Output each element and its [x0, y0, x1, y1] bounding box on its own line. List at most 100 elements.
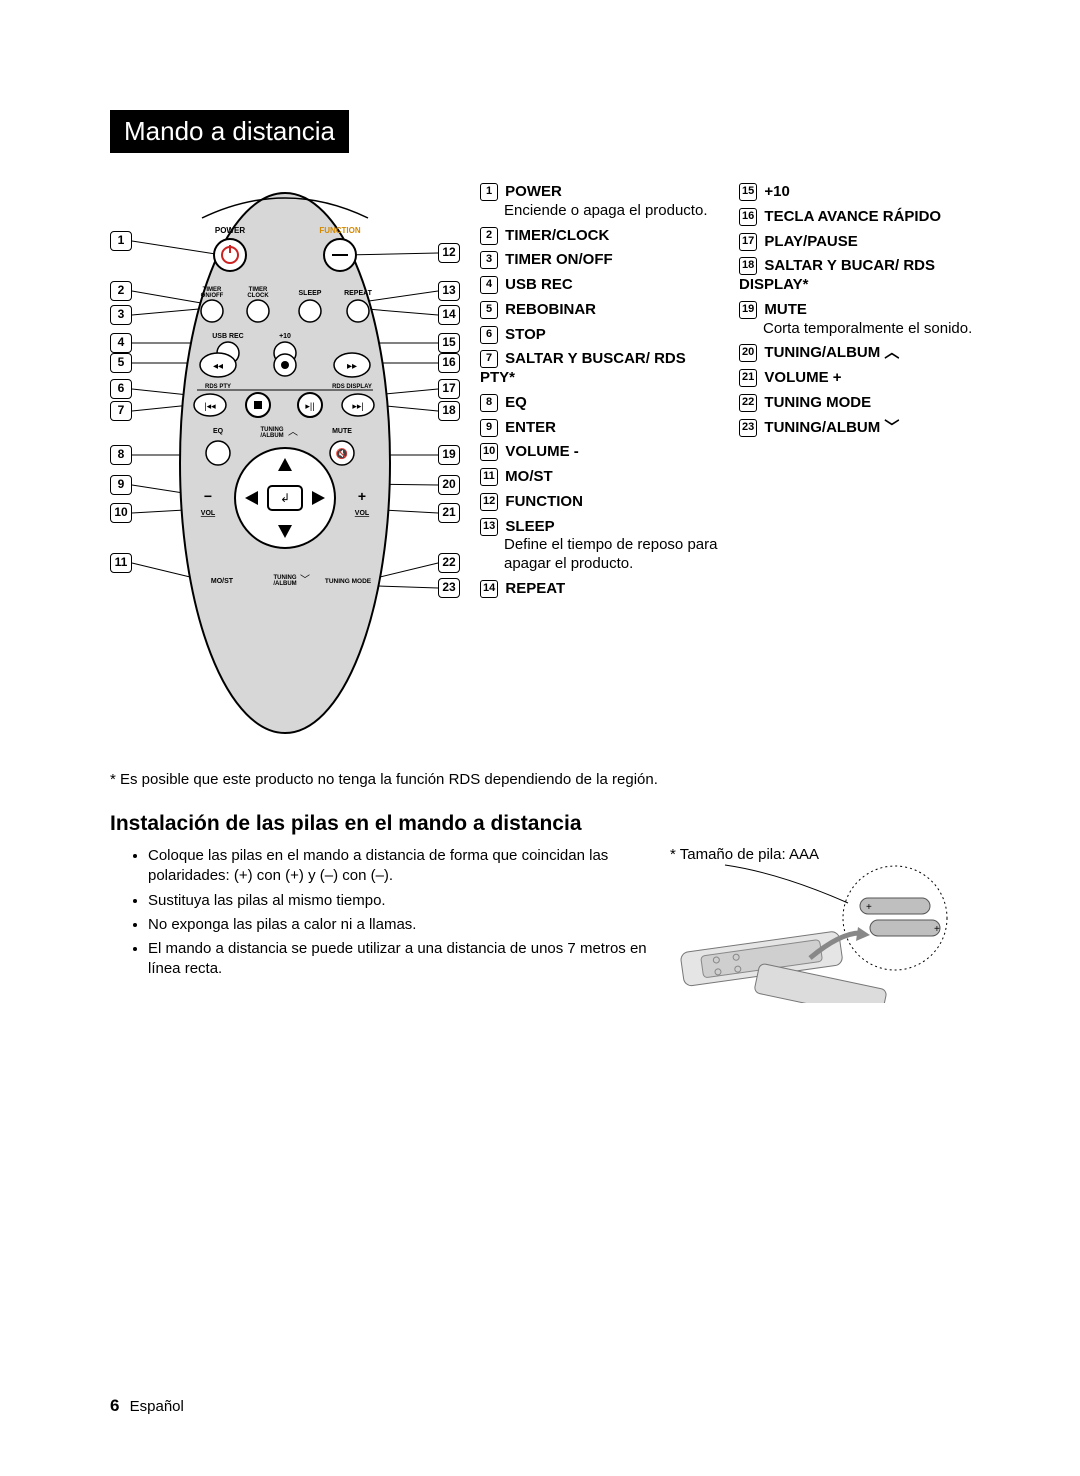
- legend-num: 18: [739, 257, 757, 275]
- legend-num: 1: [480, 183, 498, 201]
- callout-1: 1: [110, 231, 132, 251]
- legend-num: 7: [480, 350, 498, 368]
- legend-num: 11: [480, 468, 498, 486]
- svg-text:CLOCK: CLOCK: [247, 293, 269, 299]
- callout-2: 2: [110, 281, 132, 301]
- legend-num: 5: [480, 301, 498, 319]
- callout-5: 5: [110, 353, 132, 373]
- callout-17: 17: [438, 379, 460, 399]
- legend-item-20: 20 TUNING/ALBUM ︿: [739, 344, 980, 363]
- callout-20: 20: [438, 475, 460, 495]
- legend-item-22: 22 TUNING MODE: [739, 394, 980, 413]
- legend-label: SALTAR Y BUSCAR/ RDS PTY*: [480, 350, 686, 386]
- battery-block: * Tamaño de pila: AAA + +: [670, 846, 980, 1008]
- legend-num: 12: [480, 493, 498, 511]
- legend-num: 9: [480, 419, 498, 437]
- callout-3: 3: [110, 305, 132, 325]
- install-bullet-4: El mando a distancia se puede utilizar a…: [148, 939, 655, 980]
- legend-desc: Corta temporalmente el sonido.: [763, 320, 980, 339]
- legend-num: 13: [480, 518, 498, 536]
- legend-label: EQ: [501, 394, 527, 411]
- legend-desc: Enciende o apaga el producto.: [504, 202, 721, 221]
- legend-col-2: 15 +10 16 TECLA AVANCE RÁPIDO 17 PLAY/PAUS…: [739, 183, 980, 605]
- legend-label: PLAY/PAUSE: [760, 233, 858, 250]
- legend-label: TUNING/ALBUM ︿: [760, 344, 899, 361]
- legend-num: 4: [480, 276, 498, 294]
- legend-item-11: 11 MO/ST: [480, 468, 721, 487]
- legend-label: REPEAT: [501, 580, 565, 597]
- callout-22: 22: [438, 553, 460, 573]
- callout-13: 13: [438, 281, 460, 301]
- page-number: 6: [110, 1396, 119, 1415]
- legend-item-1: 1 POWER Enciende o apaga el producto.: [480, 183, 721, 221]
- callout-14: 14: [438, 305, 460, 325]
- legend-item-8: 8 EQ: [480, 394, 721, 413]
- legend-item-3: 3 TIMER ON/OFF: [480, 251, 721, 270]
- legend-item-21: 21 VOLUME +: [739, 369, 980, 388]
- svg-text:USB REC: USB REC: [212, 333, 244, 340]
- svg-text:|◂◂: |◂◂: [204, 401, 216, 411]
- legend-label: MUTE: [760, 301, 807, 318]
- svg-text:+10: +10: [279, 333, 291, 340]
- callout-15: 15: [438, 333, 460, 353]
- legend-label: TIMER ON/OFF: [501, 251, 613, 268]
- legend-item-19: 19 MUTECorta temporalmente el sonido.: [739, 301, 980, 339]
- install-heading: Instalación de las pilas en el mando a d…: [110, 812, 980, 836]
- callout-4: 4: [110, 333, 132, 353]
- legend-num: 21: [739, 369, 757, 387]
- battery-figure: + +: [670, 863, 980, 1008]
- callout-6: 6: [110, 379, 132, 399]
- install-row: Coloque las pilas en el mando a distanci…: [110, 846, 980, 1008]
- svg-text:/ALBUM: /ALBUM: [273, 581, 296, 587]
- legend-item-9: 9 ENTER: [480, 419, 721, 438]
- legend-label: VOLUME -: [501, 443, 579, 460]
- legend-label: POWER: [501, 183, 562, 200]
- svg-text:REPEAT: REPEAT: [344, 290, 373, 297]
- install-text: Coloque las pilas en el mando a distanci…: [110, 846, 655, 1008]
- svg-text:/ALBUM: /ALBUM: [260, 433, 283, 439]
- svg-text:RDS DISPLAY: RDS DISPLAY: [332, 384, 372, 390]
- legend-num: 20: [739, 344, 757, 362]
- legend-item-16: 16 TECLA AVANCE RÁPIDO: [739, 208, 980, 227]
- battery-size-note: * Tamaño de pila: AAA: [670, 846, 980, 863]
- legend-label: TUNING MODE: [760, 394, 871, 411]
- legend-label: +10: [760, 183, 790, 200]
- legend-label: SALTAR Y BUCAR/ RDS DISPLAY*: [739, 257, 935, 293]
- svg-text:︿: ︿: [288, 427, 298, 438]
- callout-19: 19: [438, 445, 460, 465]
- section-title: Mando a distancia: [110, 110, 349, 153]
- callout-7: 7: [110, 401, 132, 421]
- install-bullet-2: Sustituya las pilas al mismo tiempo.: [148, 891, 655, 911]
- svg-text:🔇: 🔇: [336, 447, 348, 460]
- legend-label: SLEEP: [501, 518, 554, 535]
- legend-item-7: 7 SALTAR Y BUSCAR/ RDS PTY*: [480, 350, 721, 388]
- legend-item-5: 5 REBOBINAR: [480, 301, 721, 320]
- legend-item-17: 17 PLAY/PAUSE: [739, 233, 980, 252]
- legend-num: 6: [480, 326, 498, 344]
- callout-18: 18: [438, 401, 460, 421]
- legend-num: 22: [739, 394, 757, 412]
- svg-text:﹀: ﹀: [300, 574, 310, 586]
- svg-text:FUNCTION: FUNCTION: [319, 226, 361, 235]
- legend-label: MO/ST: [501, 468, 553, 485]
- legend-item-2: 2 TIMER/CLOCK: [480, 227, 721, 246]
- callout-11: 11: [110, 553, 132, 573]
- svg-text:◂◂: ◂◂: [213, 361, 223, 372]
- svg-text:EQ: EQ: [213, 428, 224, 435]
- callout-23: 23: [438, 578, 460, 598]
- legend-item-4: 4 USB REC: [480, 276, 721, 295]
- legend-label: USB REC: [501, 276, 573, 293]
- legend-label: TECLA AVANCE RÁPIDO: [760, 208, 941, 225]
- legend-item-6: 6 STOP: [480, 326, 721, 345]
- svg-text:MUTE: MUTE: [332, 428, 352, 435]
- svg-text:▸||: ▸||: [305, 401, 314, 411]
- legend-num: 10: [480, 443, 498, 461]
- page-footer: 6 Español: [110, 1396, 184, 1416]
- install-bullet-1: Coloque las pilas en el mando a distanci…: [148, 846, 655, 887]
- svg-text:+: +: [934, 924, 940, 935]
- legend-num: 14: [480, 580, 498, 598]
- callout-21: 21: [438, 503, 460, 523]
- svg-text:TUNING MODE: TUNING MODE: [325, 578, 372, 585]
- legend-label: ENTER: [501, 419, 556, 436]
- legend-num: 15: [739, 183, 757, 201]
